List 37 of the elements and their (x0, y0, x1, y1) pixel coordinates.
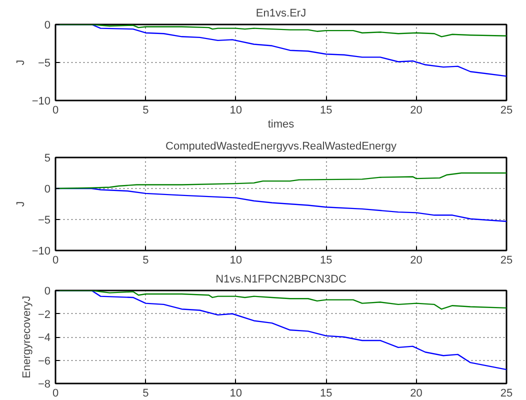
y-tick-label: −6 (38, 355, 51, 368)
chart-title: N1vs.N1FPCN2BPCN3DC (216, 274, 346, 286)
y-axis-title: J (14, 60, 27, 66)
chart-title: En1vs.ErJ (256, 8, 306, 20)
y-tick-label: −2 (38, 308, 51, 321)
x-tick-label: 15 (320, 104, 332, 116)
x-tick-label: 0 (52, 388, 59, 400)
y-tick-label: −4 (38, 332, 51, 344)
y-tick-label: −10 (32, 246, 51, 258)
x-tick-label: 5 (142, 254, 149, 266)
y-axis-title: EnergyrecoveryJ (20, 296, 33, 378)
x-tick-label: 20 (410, 104, 422, 116)
x-tick-label: 0 (52, 254, 59, 266)
chart-title: ComputedWastedEnergyvs.RealWastedEnergy (166, 140, 397, 152)
x-tick-label: 15 (320, 254, 332, 266)
x-tick-label: 5 (142, 388, 149, 400)
x-axis-title: times (268, 118, 295, 130)
y-tick-label: 0 (44, 286, 51, 298)
x-tick-label: 5 (142, 104, 149, 116)
y-tick-label: −8 (38, 378, 51, 390)
y-tick-label: 0 (44, 20, 51, 32)
x-tick-label: 25 (500, 104, 513, 116)
y-tick-label: 0 (44, 184, 51, 196)
x-tick-label: 10 (230, 254, 242, 266)
y-tick-label: −5 (38, 214, 51, 226)
x-tick-label: 0 (52, 104, 59, 116)
y-tick-label: −5 (38, 58, 51, 70)
y-tick-label: −10 (32, 96, 51, 108)
x-tick-label: 10 (230, 388, 242, 400)
y-tick-label: 5 (44, 152, 51, 164)
x-tick-label: 10 (230, 104, 242, 116)
y-axis-title: J (14, 201, 27, 207)
x-tick-label: 25 (500, 388, 513, 400)
x-tick-label: 20 (410, 388, 422, 400)
x-tick-label: 20 (410, 254, 422, 266)
x-tick-label: 25 (500, 254, 513, 266)
x-tick-label: 15 (320, 388, 332, 400)
